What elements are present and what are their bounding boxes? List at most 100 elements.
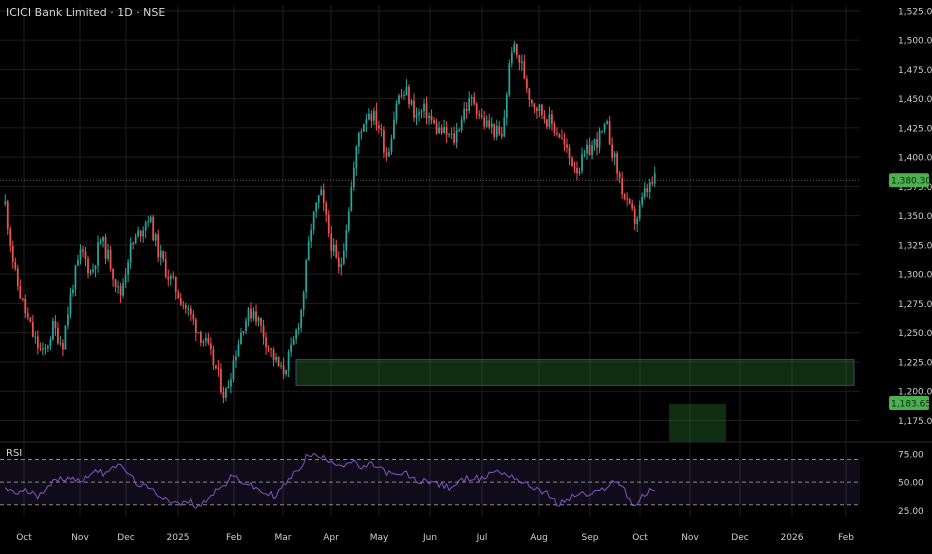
candle-body-down [385, 152, 388, 157]
candle-body-up [315, 202, 318, 212]
candle-body-down [383, 130, 385, 153]
candle-body-down [114, 279, 117, 288]
candle-body-down [57, 328, 59, 344]
candle-body-up [242, 330, 245, 333]
candle-body-up [300, 309, 303, 328]
candle-body-up [72, 289, 74, 294]
candle-body-down [378, 125, 380, 129]
candle-body-down [525, 78, 528, 89]
candle-body-up [423, 103, 425, 112]
time-tick-label: Jul [476, 533, 488, 543]
candle-body-up [365, 119, 368, 124]
candle-body-up [601, 130, 603, 132]
price-tick-label: 1,300.00 [898, 271, 932, 281]
candle-body-up [593, 139, 596, 145]
candle-body-up [285, 370, 287, 375]
candle-body-up [360, 131, 363, 134]
candle-body-up [538, 104, 541, 111]
candle-body-up [187, 308, 190, 310]
candle-body-down [573, 166, 576, 169]
candle-body-down [172, 275, 175, 277]
candle-body-down [370, 113, 373, 121]
time-tick-label: Jun [422, 533, 437, 543]
candle-body-up [520, 61, 523, 63]
rsi-tick-label: 25.00 [898, 507, 924, 517]
price-tick-label: 1,375.00 [898, 183, 932, 193]
candle-body-down [541, 104, 543, 116]
second-price-badge [889, 396, 929, 410]
last-price-badge [889, 173, 929, 188]
candle-body-down [588, 144, 591, 156]
candle-body-up [443, 127, 445, 134]
candle-body-down [192, 314, 195, 320]
candle-body-down [119, 286, 122, 296]
candle-body-down [36, 336, 39, 348]
time-tick-label: Nov [71, 533, 89, 543]
candle-body-down [536, 108, 538, 111]
candle-body-down [568, 147, 571, 158]
candle-body-down [498, 126, 501, 134]
candle-body-up [460, 119, 463, 131]
candle-body-down [563, 138, 566, 145]
candle-body-up [202, 341, 205, 343]
candle-body-down [478, 114, 481, 116]
candle-body-up [438, 127, 440, 134]
candle-body-up [347, 211, 350, 230]
candle-body-up [44, 347, 47, 349]
candle-body-down [11, 245, 14, 262]
candle-body-up [74, 265, 77, 290]
time-tick-label: Dec [731, 533, 748, 543]
candle-body-up [92, 269, 94, 272]
candle-body-down [19, 285, 22, 299]
price-tick-label: 1,325.00 [898, 241, 932, 251]
candle-body-up [280, 365, 282, 367]
candle-body-up [34, 336, 37, 338]
candle-body-down [177, 292, 180, 299]
candle-body-up [495, 126, 498, 137]
candle-body-down [480, 115, 483, 118]
candle-body-up [418, 112, 420, 115]
candle-body-down [646, 188, 649, 192]
candle-body-up [49, 339, 52, 347]
time-tick-label: 2025 [167, 533, 190, 543]
candle-body-up [455, 130, 458, 143]
time-tick-label: May [370, 533, 389, 543]
candle-body-up [613, 153, 616, 158]
candle-body-up [548, 114, 551, 127]
candle-body-up [578, 171, 581, 174]
candle-body-up [317, 195, 320, 203]
candle-body-up [586, 144, 588, 154]
candle-body-up [583, 153, 586, 155]
candle-body-up [393, 119, 395, 139]
candle-body-up [240, 332, 242, 345]
candle-body-down [608, 121, 611, 145]
candle-body-up [581, 154, 583, 172]
candle-body-up [420, 111, 423, 113]
candle-body-up [147, 221, 150, 223]
candle-body-up [197, 332, 200, 334]
time-tick-label: Apr [323, 533, 339, 543]
candle-body-up [89, 271, 92, 274]
candle-body-up [67, 314, 69, 326]
candle-body-up [59, 342, 62, 344]
candle-body-down [551, 114, 553, 125]
candle-body-down [39, 347, 42, 349]
candle-body-down [553, 124, 556, 133]
candle-body-up [355, 146, 358, 168]
candle-body-down [628, 198, 631, 204]
candle-body-up [463, 108, 466, 120]
price-tick-label: 1,200.00 [898, 388, 932, 398]
candle-body-up [252, 311, 255, 319]
candle-body-up [102, 236, 104, 242]
candle-body-up [137, 230, 140, 237]
candle-body-up [225, 388, 227, 398]
candle-body-up [129, 243, 132, 263]
price-tick-label: 1,525.00 [898, 7, 932, 17]
candle-body-up [367, 113, 370, 120]
candle-body-up [232, 360, 235, 380]
candle-body-down [174, 276, 177, 293]
candle-body-down [179, 298, 182, 305]
time-tick-label: Feb [226, 533, 242, 543]
candle-body-up [169, 275, 172, 280]
